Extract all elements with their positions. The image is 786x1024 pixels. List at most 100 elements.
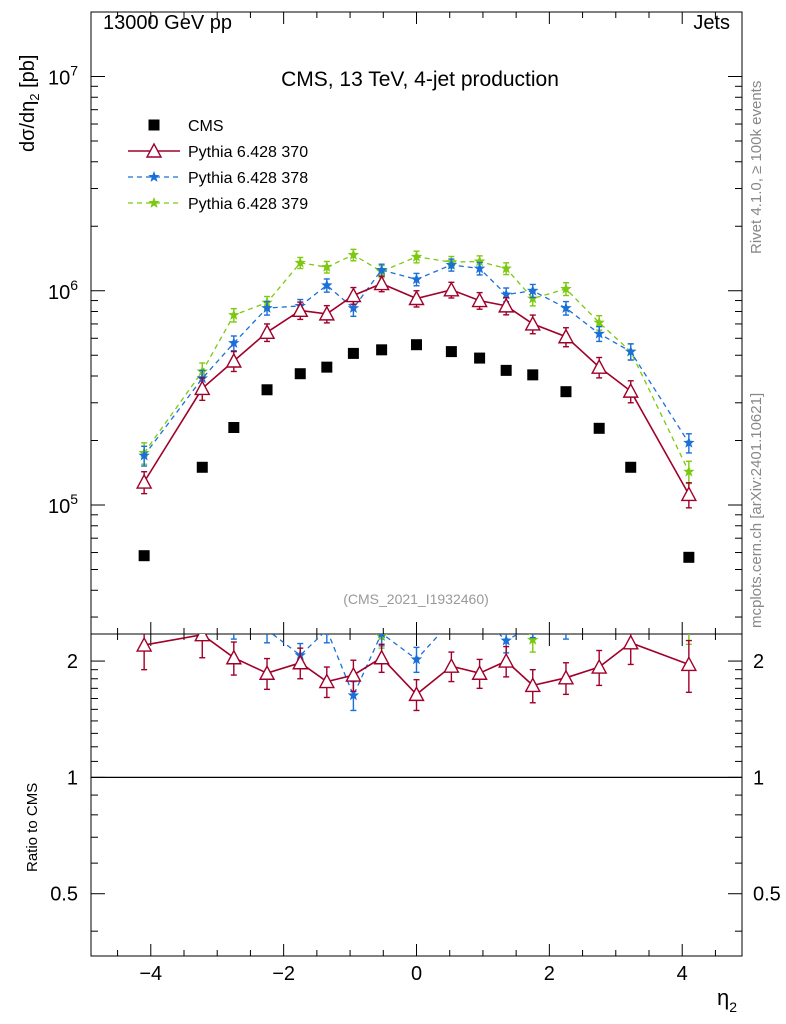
ratio-point	[625, 563, 636, 574]
data-point	[410, 273, 423, 285]
legend-marker	[148, 197, 160, 208]
ratio-point	[498, 652, 515, 668]
legend-label: Pythia 6.428 379	[188, 196, 308, 213]
data-point	[228, 337, 240, 348]
data-point	[471, 292, 488, 308]
ratio-point	[197, 611, 208, 622]
ratio-point	[135, 636, 153, 652]
series-pythia-6-428-370	[135, 275, 698, 509]
energy-label: 13000 GeV pp	[103, 12, 232, 34]
ratio-point	[410, 653, 423, 665]
ratio-point	[295, 572, 307, 583]
data-point	[445, 258, 458, 270]
data-point	[524, 315, 541, 331]
ratio-point	[527, 634, 539, 645]
data-point	[560, 302, 572, 313]
y-tick-label: 107	[48, 62, 78, 89]
ratio-point	[292, 654, 309, 670]
ratio-point	[591, 658, 608, 674]
data-point	[500, 262, 512, 274]
ratio-point	[321, 591, 332, 602]
main-frame	[90, 11, 743, 635]
data-point	[294, 256, 306, 268]
x-axis-label: η2	[717, 985, 737, 1015]
data-point	[258, 323, 276, 339]
data-point	[498, 297, 515, 313]
ratio-y-axis-label: Ratio to CMS	[24, 783, 41, 872]
ratio-point	[560, 586, 571, 597]
x-tick-label: −4	[139, 963, 162, 985]
ratio-point	[378, 634, 386, 639]
ratio-point	[347, 689, 360, 701]
data-point	[376, 344, 388, 356]
data-point	[500, 288, 512, 300]
ratio-point	[225, 649, 242, 665]
data-point	[557, 328, 575, 344]
process-label: Jets	[693, 12, 730, 34]
ratio-point	[345, 666, 362, 682]
data-point	[560, 386, 572, 398]
x-tick-label: 2	[544, 963, 555, 985]
data-point	[347, 347, 359, 359]
data-point	[593, 422, 605, 434]
data-point	[625, 345, 637, 357]
data-point	[683, 465, 695, 477]
legend-entry: Pythia 6.428 370	[128, 142, 308, 161]
data-point	[410, 250, 423, 262]
data-point	[321, 361, 333, 373]
ratio-point	[263, 634, 271, 635]
ratio-point	[318, 673, 335, 689]
data-point	[473, 262, 486, 274]
data-point	[194, 379, 211, 396]
data-point	[443, 281, 460, 297]
data-point	[473, 255, 486, 267]
ratio-point	[625, 563, 636, 574]
data-point	[683, 551, 695, 563]
data-point	[593, 327, 605, 339]
series-line	[143, 282, 690, 495]
ratio-point	[680, 655, 698, 672]
ratio-point	[228, 619, 239, 630]
data-point	[228, 422, 240, 434]
ratio-point	[258, 664, 276, 680]
data-point	[321, 279, 333, 291]
ratio-point	[683, 617, 694, 628]
data-point	[560, 282, 572, 294]
data-point	[292, 301, 309, 318]
data-point	[225, 352, 242, 368]
ratio-point	[501, 588, 512, 599]
ratio-point	[443, 657, 460, 673]
data-point	[683, 436, 695, 448]
y-tick-label: 106	[48, 277, 78, 304]
data-point	[445, 346, 457, 358]
data-point	[321, 261, 333, 272]
x-tick-label: 0	[411, 963, 422, 985]
data-point	[622, 382, 639, 398]
legend: CMS Pythia 6.428 370 Pythia 6.428 378 Pythi…	[128, 118, 308, 213]
series-cms	[138, 339, 695, 563]
ratio-y-tick-label: 2	[67, 651, 78, 673]
ratio-point	[197, 599, 208, 610]
legend-marker	[148, 171, 160, 182]
data-point	[138, 550, 150, 562]
ratio-point	[261, 614, 272, 625]
ratio-point	[527, 620, 539, 631]
ratio-y-tick-label-right: 1	[753, 767, 764, 789]
ratio-point	[524, 676, 541, 693]
data-point	[500, 364, 512, 376]
ratio-point	[594, 581, 605, 592]
ratio-y-tick-label-right: 0.5	[753, 884, 781, 906]
ratio-series-layer	[135, 563, 698, 712]
data-point	[347, 302, 360, 313]
data-point	[135, 473, 153, 489]
data-point	[593, 316, 605, 328]
ratio-axes: −4 −2 0 2 4 0.5 0.5 1 1 2 2	[50, 634, 781, 985]
rivet-version-note: Rivet 4.1.0, ≥ 100k events	[748, 81, 765, 254]
ratio-point	[408, 685, 425, 702]
series-pythia-6-428-378	[138, 258, 695, 467]
data-point	[625, 461, 637, 473]
data-point	[680, 485, 698, 502]
ratio-point	[474, 610, 485, 621]
ratio-point	[683, 565, 694, 576]
